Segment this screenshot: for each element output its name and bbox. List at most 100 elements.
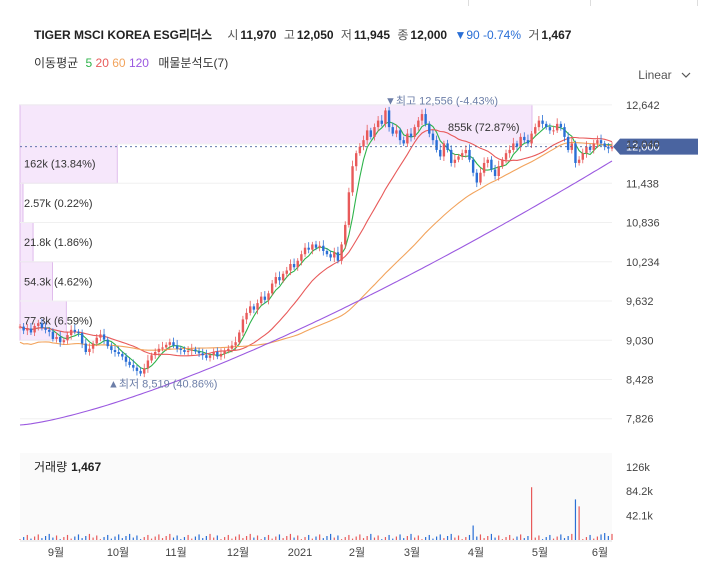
volume-profile: 855k (72.87%) 162k (13.84%) 2.57k (0.22%) 2… [19, 104, 533, 341]
volume-tick-label-1: 84.2k [626, 486, 653, 498]
candle-body [263, 296, 267, 300]
candle-body [66, 335, 69, 341]
volume-bar [187, 534, 189, 540]
volume-bar [253, 537, 255, 540]
candle-body [245, 312, 248, 320]
volume-bar [209, 533, 211, 540]
volume-bar [34, 536, 36, 540]
candle-body [241, 319, 245, 333]
candle-body [515, 143, 519, 147]
candle-body [340, 244, 343, 261]
candle-body [450, 149, 453, 163]
volume-bar [180, 539, 182, 540]
profile-label-0: 855k (72.87%) [448, 122, 520, 134]
volume-bar [77, 534, 80, 540]
y-tick-label-6: 9,030 [626, 335, 654, 347]
ma5-label[interactable]: 5 [85, 56, 93, 70]
candle-body [490, 159, 493, 170]
volume-bar [308, 534, 310, 540]
volume-bar [479, 534, 482, 540]
candle-body [18, 326, 22, 328]
candle-body [497, 166, 500, 176]
ma20-line [19, 129, 613, 357]
volume-bar [483, 538, 485, 540]
candle-body [274, 277, 278, 284]
close-value: 12,000 [410, 28, 448, 42]
volume-bar [516, 536, 518, 540]
volume-panel-title: 거래량 1,467 [34, 460, 102, 474]
profile-bar-5 [19, 300, 67, 341]
volume-bar [512, 538, 514, 540]
volume-bar [172, 537, 175, 540]
profile-label-1: 162k (13.84%) [24, 159, 96, 171]
volume-bar [238, 534, 240, 540]
volume-bar [158, 534, 160, 540]
candle-body [168, 342, 172, 345]
ma-title: 이동평균 [34, 56, 79, 70]
y-tick-label-7: 8,428 [626, 375, 654, 387]
ma60-label[interactable]: 60 [112, 56, 126, 70]
candle-body [563, 127, 566, 137]
volume-bar [344, 537, 346, 540]
volume-bar [26, 534, 28, 540]
volume-bar [348, 534, 350, 540]
volume-bar [132, 537, 134, 540]
profile-bar-0 [19, 104, 533, 145]
candle-body [197, 351, 201, 354]
volume-bar [490, 533, 493, 540]
candle-body [33, 325, 36, 333]
candle-body [329, 254, 332, 258]
volume-bar [205, 535, 207, 540]
candle-body [314, 244, 318, 248]
candle-body [442, 143, 446, 157]
candle-body [577, 159, 581, 163]
volume-profile-label[interactable]: 매물분석도(7) [158, 56, 229, 70]
x-tick-label-7: 4월 [468, 546, 484, 559]
volume-bar [472, 525, 474, 540]
candle-body [501, 159, 504, 167]
candle-body [95, 337, 98, 344]
candle-body [493, 169, 497, 176]
volume-bar [242, 538, 244, 540]
volume-bar [129, 533, 131, 540]
profile-label-2: 2.57k (0.22%) [24, 198, 92, 210]
volume-bar [55, 535, 58, 540]
volume-bar [373, 537, 376, 540]
price-axis: 12,642 12,040 11,438 10,836 10,234 9,632 9,030… [626, 100, 660, 426]
volume-bar [191, 538, 193, 540]
volume-bar [278, 534, 281, 540]
low-value: 11,945 [353, 28, 390, 42]
volume-tick-label-2: 42.1k [626, 511, 653, 523]
volume-bar [118, 534, 120, 540]
volume-bar [235, 536, 237, 540]
y-tick-label-2: 11,438 [626, 178, 659, 190]
ma120-label[interactable]: 120 [128, 56, 149, 70]
candle-body [80, 333, 84, 344]
candle-body [216, 352, 219, 357]
candle-body [252, 306, 256, 310]
volume-bar [435, 536, 438, 540]
volume-bar [81, 538, 83, 540]
candle-body [555, 123, 559, 131]
candle-body [391, 127, 394, 134]
volume-bar [63, 537, 65, 540]
moving-average-legend[interactable]: 이동평균 5 20 60 120 매물분석도(7) [34, 54, 232, 71]
candle-body [40, 323, 44, 328]
candle-body [154, 352, 157, 356]
ma20-label[interactable]: 20 [95, 56, 109, 70]
volume-bar [231, 538, 233, 540]
volume-bar [541, 539, 544, 540]
volume-bar [552, 538, 555, 540]
y-tick-label-0: 12,642 [626, 100, 660, 112]
candle-body [362, 140, 365, 147]
volume-bar [37, 534, 39, 540]
current-price-tag [613, 138, 698, 155]
open-label: 시 [227, 28, 239, 42]
volume-bar [267, 534, 270, 540]
volume-panel-bg [20, 453, 612, 540]
candle-body [376, 120, 380, 128]
candle-body [183, 350, 186, 352]
volume-bar [311, 538, 313, 540]
scale-toggle[interactable]: Linear [638, 68, 691, 82]
